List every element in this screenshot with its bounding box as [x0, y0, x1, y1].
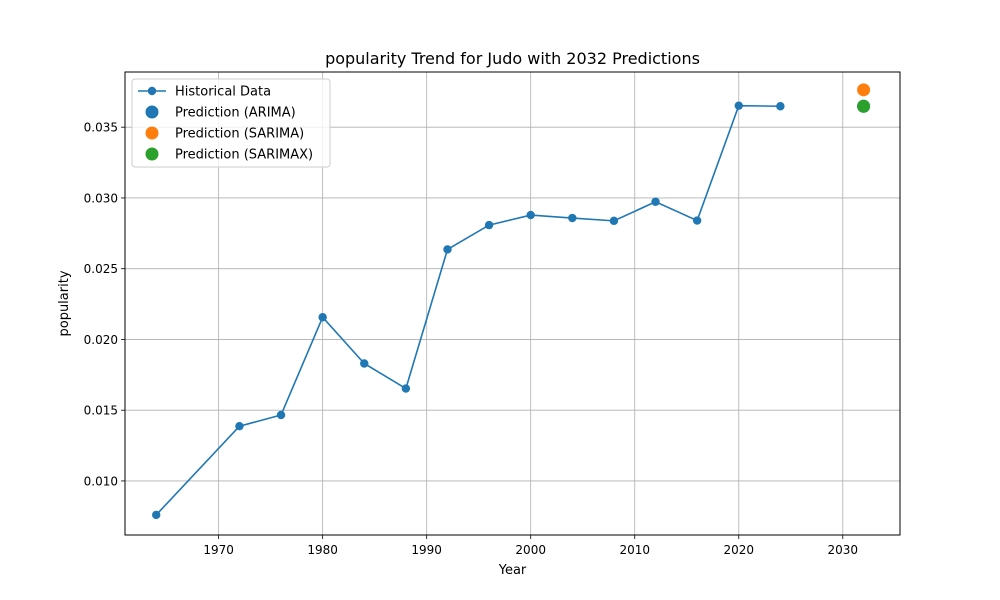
legend-label: Prediction (ARIMA)	[175, 106, 296, 121]
legend-label: Prediction (SARIMA)	[175, 127, 304, 142]
x-tick-label: 2020	[723, 543, 754, 557]
x-tick-label: 2010	[619, 543, 650, 557]
legend-label: Historical Data	[175, 85, 271, 100]
historical-data-point	[235, 421, 244, 431]
x-tick-label: 1980	[307, 543, 338, 557]
historical-data-point	[318, 313, 327, 322]
grid-lines	[125, 72, 900, 535]
prediction-point	[857, 99, 871, 113]
historical-data-point	[609, 216, 619, 226]
y-tick-label: 0.015	[84, 404, 118, 418]
legend-marker-swatch	[145, 147, 159, 161]
legend-marker-swatch	[145, 105, 159, 119]
legend-marker-swatch	[145, 126, 159, 140]
y-tick-label: 0.025	[84, 262, 118, 276]
axes-frame	[124, 71, 901, 536]
legend-box	[131, 78, 331, 168]
historical-data-point	[526, 210, 535, 220]
legend-marker-swatch	[147, 86, 157, 96]
x-tick-label: 2000	[515, 543, 546, 557]
historical-data-point	[651, 197, 660, 206]
legend-label: Prediction (SARIMAX)	[175, 148, 313, 163]
historical-data-point	[776, 102, 785, 111]
x-tick-label: 1970	[203, 543, 234, 557]
historical-data-point	[401, 384, 411, 393]
y-tick-label: 0.030	[84, 191, 118, 205]
historical-data-point	[152, 510, 161, 520]
historical-data-point	[734, 101, 743, 110]
axis-ticks: 1970 1980 1990 2000 2010 2020 2030 0.010 0.015 0.…	[84, 121, 858, 557]
historical-data-point	[443, 245, 452, 254]
historical-data-point	[568, 213, 577, 223]
y-tick-label: 0.035	[84, 121, 118, 135]
historical-data-point	[276, 410, 286, 420]
prediction-point	[857, 83, 871, 97]
y-tick-label: 0.020	[84, 333, 118, 347]
chart-title: popularity Trend for Judo with 2032 Pred…	[325, 49, 700, 68]
legend: Historical Data Prediction (ARIMA) Predict…	[131, 78, 331, 168]
y-axis-label: popularity	[57, 270, 72, 336]
plot-area	[152, 83, 871, 520]
historical-data-point	[484, 220, 494, 230]
y-tick-label: 0.010	[84, 474, 118, 488]
historical-data-point	[360, 359, 369, 368]
x-tick-label: 2030	[828, 543, 859, 557]
historical-data-point	[692, 216, 702, 225]
x-axis-label: Year	[498, 563, 527, 578]
x-tick-label: 1990	[411, 543, 442, 557]
